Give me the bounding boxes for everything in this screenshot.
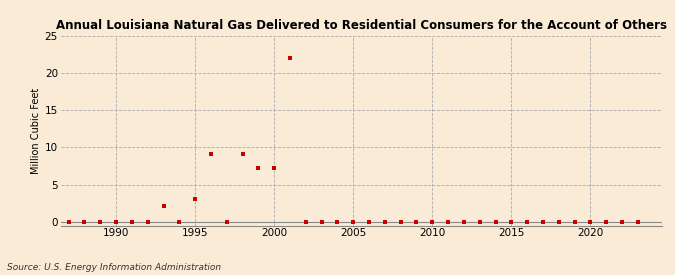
Point <box>253 166 264 170</box>
Point <box>427 219 437 224</box>
Y-axis label: Million Cubic Feet: Million Cubic Feet <box>30 87 40 174</box>
Point <box>616 219 627 224</box>
Point <box>490 219 501 224</box>
Point <box>300 219 311 224</box>
Point <box>458 219 469 224</box>
Point <box>443 219 454 224</box>
Point <box>237 152 248 156</box>
Point <box>332 219 343 224</box>
Point <box>396 219 406 224</box>
Point <box>158 204 169 208</box>
Point <box>506 219 517 224</box>
Point <box>364 219 375 224</box>
Point <box>190 197 200 201</box>
Point <box>174 219 185 224</box>
Title: Annual Louisiana Natural Gas Delivered to Residential Consumers for the Account : Annual Louisiana Natural Gas Delivered t… <box>55 19 667 32</box>
Point <box>79 219 90 224</box>
Point <box>221 219 232 224</box>
Point <box>601 219 612 224</box>
Point <box>206 152 217 156</box>
Point <box>632 219 643 224</box>
Point <box>63 219 74 224</box>
Point <box>126 219 137 224</box>
Point <box>111 219 122 224</box>
Point <box>269 166 279 170</box>
Point <box>554 219 564 224</box>
Point <box>537 219 548 224</box>
Point <box>95 219 106 224</box>
Point <box>348 219 358 224</box>
Point <box>522 219 533 224</box>
Point <box>285 56 296 60</box>
Point <box>411 219 422 224</box>
Point <box>316 219 327 224</box>
Point <box>475 219 485 224</box>
Point <box>379 219 390 224</box>
Point <box>142 219 153 224</box>
Text: Source: U.S. Energy Information Administration: Source: U.S. Energy Information Administ… <box>7 263 221 272</box>
Point <box>585 219 596 224</box>
Point <box>569 219 580 224</box>
